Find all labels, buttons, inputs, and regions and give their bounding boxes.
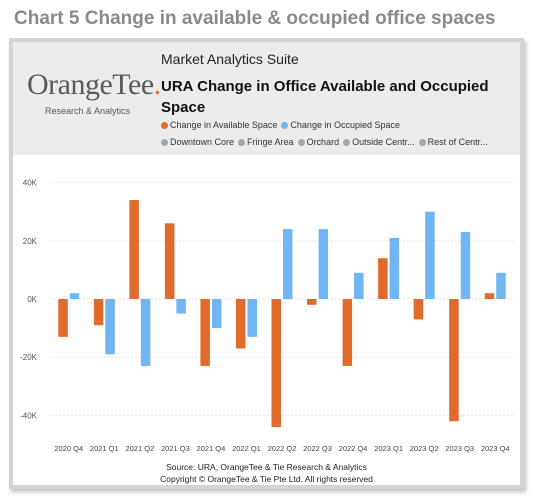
series-legend-item[interactable]: Change in Occupied Space xyxy=(281,120,400,130)
x-tick-label: 2021 Q2 xyxy=(125,444,154,453)
x-tick-label: 2022 Q3 xyxy=(303,444,332,453)
region-legend-label: Rest of Centr... xyxy=(427,137,488,147)
available-space-bar xyxy=(307,299,317,305)
x-tick-label: 2023 Q2 xyxy=(410,444,439,453)
available-space-bar xyxy=(449,299,459,422)
y-tick-label: 40K xyxy=(23,179,38,188)
y-tick-label: -20K xyxy=(20,353,38,362)
occupied-space-bar xyxy=(69,293,80,299)
available-space-bar xyxy=(378,258,388,299)
orangetee-logo: OrangeTee. Research & Analytics xyxy=(27,70,161,117)
x-tick-label: 2023 Q3 xyxy=(445,444,474,453)
x-tick-label: 2022 Q1 xyxy=(232,444,261,453)
y-tick-label: 0K xyxy=(27,295,37,304)
copyright-line: Copyright © OrangeTee & Tie Pte Ltd. All… xyxy=(160,474,373,484)
x-tick-label: 2022 Q4 xyxy=(339,444,368,453)
x-tick-label: 2021 Q3 xyxy=(161,444,190,453)
region-legend-label: Fringe Area xyxy=(247,137,294,147)
logo-subtitle: Research & Analytics xyxy=(45,106,131,116)
region-legend-item[interactable]: Rest of Centr... xyxy=(418,137,488,147)
y-tick-label: 20K xyxy=(23,237,38,246)
bar-chart: 40K 20K 0K -20K -40K 2020 Q4 2021 Q1 2021 Q2 202… xyxy=(20,179,513,453)
region-legend-item[interactable]: Fringe Area xyxy=(238,137,294,147)
source-note: Source: URA, OrangeTee & Tie Research & … xyxy=(13,461,520,485)
region-legend-label: Outside Centr... xyxy=(352,137,415,147)
page-heading: Chart 5 Change in available & occupied o… xyxy=(14,8,496,29)
region-legend-label: Downtown Core xyxy=(170,137,235,147)
x-tick-label: 2023 Q1 xyxy=(374,444,403,453)
occupied-space-bar xyxy=(318,229,329,299)
available-space-bar xyxy=(342,299,353,366)
region-legend-label: Orchard xyxy=(306,137,340,147)
region-legend: Downtown Core Fringe Area Orchard Outside C… xyxy=(161,137,492,147)
x-tick-label: 2021 Q4 xyxy=(197,444,226,453)
occupied-space-bar xyxy=(176,299,186,314)
available-space-bar xyxy=(413,299,424,320)
x-tick-label: 2020 Q4 xyxy=(54,444,83,453)
y-tick-label: -40K xyxy=(20,411,38,420)
occupied-space-bar xyxy=(496,272,506,299)
chart-title: URA Change in Office Available and Occup… xyxy=(161,78,489,116)
legend-dot-icon xyxy=(161,122,168,129)
legend-dot-icon xyxy=(418,139,426,146)
available-space-bar xyxy=(200,299,210,366)
x-tick-label: 2021 Q1 xyxy=(90,444,119,453)
region-legend-item[interactable]: Downtown Core xyxy=(161,137,234,147)
available-space-bar xyxy=(93,299,104,326)
legend-dot-icon xyxy=(161,139,168,146)
series-legend: Change in Available Space Change in Occup… xyxy=(161,120,404,130)
available-space-bar xyxy=(484,293,495,299)
available-space-bar xyxy=(164,223,175,299)
logo-wordmark: OrangeTee. xyxy=(27,70,161,100)
occupied-space-bar xyxy=(283,229,293,299)
available-space-bar xyxy=(271,299,281,428)
x-tick-label: 2023 Q4 xyxy=(481,444,510,453)
available-space-bar xyxy=(235,299,246,349)
available-space-bar xyxy=(129,200,139,299)
region-legend-item[interactable]: Orchard xyxy=(297,137,340,147)
suite-name: Market Analytics Suite xyxy=(161,51,299,67)
occupied-space-bar xyxy=(247,299,257,337)
legend-dot-icon xyxy=(238,139,246,146)
logo-name: OrangeTee xyxy=(27,68,154,101)
series-legend-item[interactable]: Change in Available Space xyxy=(161,120,277,130)
source-line: Source: URA, OrangeTee & Tie Research & … xyxy=(166,462,367,472)
occupied-space-bar xyxy=(460,232,471,299)
occupied-space-bar xyxy=(105,299,115,355)
logo-accent: . xyxy=(153,68,162,101)
occupied-space-bar xyxy=(211,299,222,329)
occupied-space-bar xyxy=(140,299,151,366)
available-space-bar xyxy=(58,299,68,337)
legend-dot-icon xyxy=(343,139,351,146)
legend-dot-icon xyxy=(297,139,305,146)
occupied-space-bar xyxy=(425,211,435,299)
x-tick-label: 2022 Q2 xyxy=(268,444,297,453)
series-legend-label: Change in Available Space xyxy=(170,120,278,130)
report-card: OrangeTee. Research & Analytics Market A… xyxy=(9,38,524,489)
occupied-space-bar xyxy=(389,237,400,299)
report-header: OrangeTee. Research & Analytics Market A… xyxy=(13,42,520,155)
occupied-space-bar xyxy=(354,272,364,299)
series-legend-label: Change in Occupied Space xyxy=(290,120,400,130)
region-legend-item[interactable]: Outside Centr... xyxy=(343,137,415,147)
legend-dot-icon xyxy=(281,122,289,129)
